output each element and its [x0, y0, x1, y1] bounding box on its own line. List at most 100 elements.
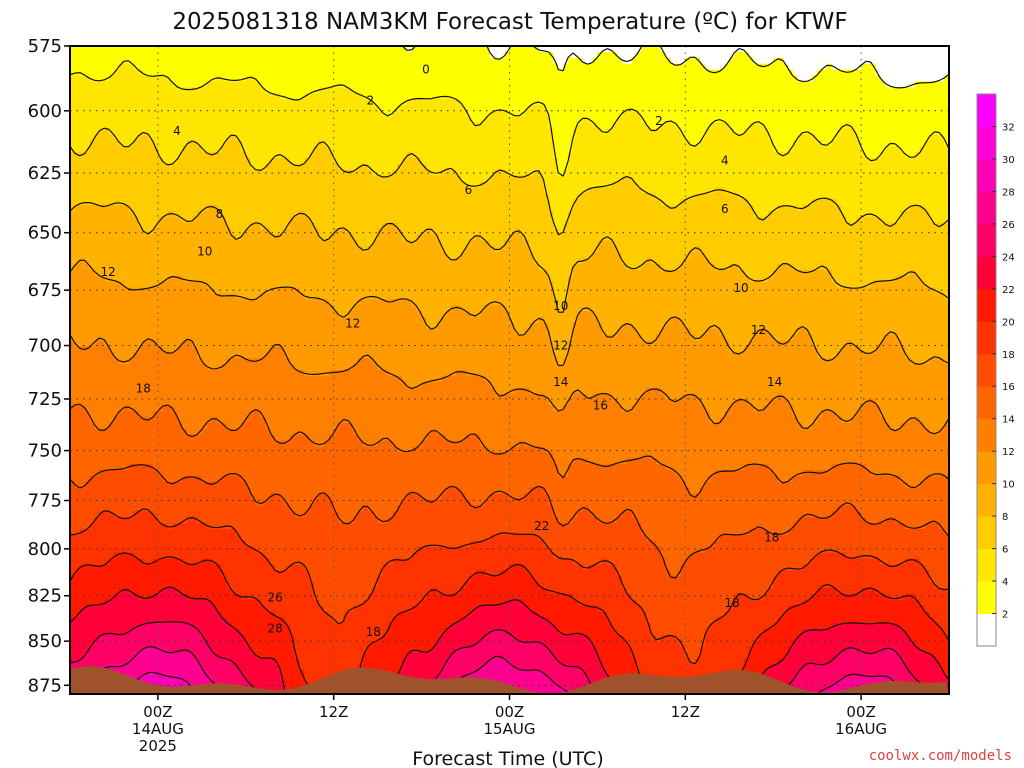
temperature-cell — [553, 181, 559, 188]
temperature-cell — [260, 110, 266, 118]
temperature-cell — [612, 51, 618, 59]
temperature-cell — [787, 87, 794, 94]
temperature-cell — [900, 93, 906, 100]
temperature-cell — [621, 175, 628, 183]
temperature-cell — [196, 187, 203, 194]
temperature-cell — [577, 175, 584, 183]
temperature-cell — [758, 146, 765, 153]
temperature-cell — [231, 99, 237, 106]
temperature-cell — [695, 128, 701, 135]
temperature-cell — [94, 175, 100, 183]
temperature-cell — [778, 81, 784, 88]
temperature-cell — [709, 51, 716, 59]
temperature-cell — [421, 193, 428, 200]
temperature-cell — [231, 134, 237, 141]
temperature-cell — [79, 99, 86, 106]
temperature-cell — [817, 163, 823, 171]
temperature-cell — [319, 69, 325, 77]
temperature-cell — [919, 163, 926, 171]
temperature-cell — [890, 146, 896, 153]
temperature-cell — [714, 181, 721, 188]
temperature-cell — [934, 152, 940, 159]
temperature-cell — [514, 75, 520, 82]
temperature-cell — [861, 187, 867, 194]
temperature-cell — [533, 134, 540, 141]
temperature-cell — [748, 63, 755, 71]
temperature-cell — [753, 116, 760, 124]
temperature-cell — [485, 51, 491, 59]
temperature-cell — [279, 75, 286, 82]
temperature-cell — [636, 146, 642, 153]
temperature-cell — [450, 187, 457, 194]
temperature-cell — [861, 152, 867, 159]
temperature-cell — [699, 46, 706, 53]
temperature-cell — [636, 193, 642, 200]
temperature-cell — [123, 205, 130, 212]
temperature-cell — [631, 110, 638, 118]
temperature-cell — [909, 199, 916, 206]
temperature-cell — [690, 169, 696, 177]
temperature-cell — [773, 104, 779, 112]
temperature-cell — [455, 175, 462, 183]
temperature-cell — [358, 193, 364, 200]
temperature-cell — [709, 46, 716, 53]
temperature-cell — [616, 205, 623, 212]
temperature-cell — [612, 116, 618, 124]
temperature-cell — [480, 146, 486, 153]
temperature-cell — [367, 163, 374, 171]
temperature-cell — [621, 75, 628, 82]
temperature-cell — [558, 63, 564, 71]
temperature-cell — [323, 75, 330, 82]
temperature-cell — [636, 57, 642, 65]
temperature-cell — [690, 157, 696, 165]
temperature-cell — [113, 57, 120, 65]
temperature-cell — [914, 163, 921, 171]
temperature-cell — [553, 81, 559, 88]
temperature-cell — [651, 169, 657, 177]
temperature-cell — [665, 110, 672, 118]
temperature-cell — [436, 99, 442, 106]
temperature-cell — [104, 199, 110, 206]
temperature-cell — [577, 163, 584, 171]
temperature-cell — [817, 93, 823, 100]
temperature-cell — [890, 110, 896, 118]
temperature-cell — [455, 181, 462, 188]
temperature-cell — [734, 193, 740, 200]
temperature-cell — [919, 75, 926, 82]
temperature-cell — [719, 104, 725, 112]
temperature-cell — [597, 87, 603, 94]
temperature-cell — [690, 75, 696, 82]
temperature-cell — [79, 199, 86, 206]
temperature-cell — [99, 181, 105, 188]
temperature-cell — [592, 69, 598, 77]
temperature-cell — [895, 81, 901, 88]
temperature-cell — [826, 134, 833, 141]
temperature-cell — [919, 46, 926, 53]
temperature-cell — [675, 163, 682, 171]
temperature-cell — [201, 104, 208, 112]
temperature-cell — [250, 152, 257, 159]
temperature-cell — [250, 128, 257, 135]
temperature-cell — [905, 69, 911, 77]
temperature-cell — [113, 146, 120, 153]
temperature-cell — [231, 152, 237, 159]
temperature-cell — [348, 110, 354, 118]
temperature-cell — [807, 116, 813, 124]
temperature-cell — [338, 157, 345, 165]
temperature-cell — [236, 128, 242, 135]
temperature-cell — [333, 69, 340, 77]
temperature-cell — [392, 205, 398, 212]
temperature-cell — [216, 46, 222, 53]
temperature-cell — [519, 140, 525, 147]
temperature-cell — [489, 122, 496, 130]
temperature-cell — [465, 63, 472, 71]
temperature-cell — [275, 193, 281, 200]
temperature-cell — [616, 169, 623, 177]
temperature-cell — [504, 104, 511, 112]
temperature-cell — [660, 163, 667, 171]
temperature-cell — [714, 152, 721, 159]
temperature-cell — [455, 205, 462, 212]
temperature-cell — [885, 175, 891, 183]
temperature-cell — [260, 152, 266, 159]
temperature-cell — [377, 163, 384, 171]
